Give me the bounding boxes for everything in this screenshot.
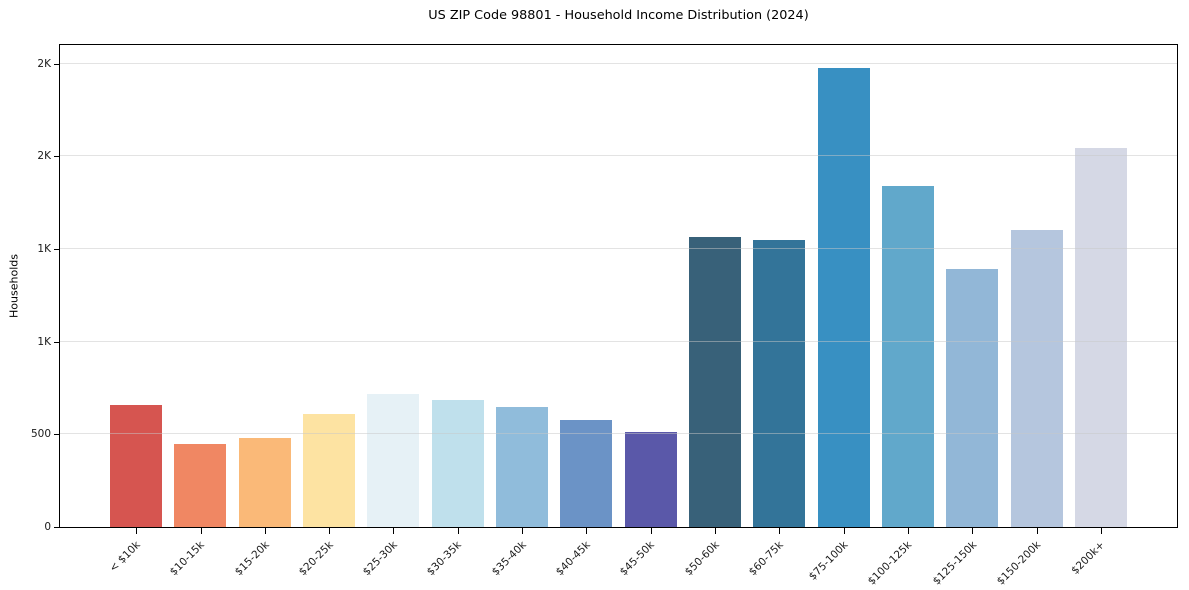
y-tick-label: 500 <box>30 428 51 441</box>
x-tick-mark <box>650 528 652 534</box>
x-tick-mark <box>457 528 459 534</box>
y-tick-mark <box>54 527 59 528</box>
plot-area <box>59 44 1178 528</box>
bar-$125-150k <box>946 269 999 527</box>
y-tick-mark <box>54 63 59 65</box>
y-tick-mark <box>54 248 59 250</box>
bar-$25-30k <box>367 394 420 527</box>
y-tick-mark <box>54 156 59 158</box>
y-tick-label: 1K <box>37 335 51 348</box>
bar-$50-60k <box>688 236 741 527</box>
bar-$10-15k <box>174 443 227 527</box>
y-axis-title: Households <box>7 254 21 318</box>
bar-$45-50k <box>624 431 677 527</box>
bar-$150-200k <box>1010 230 1063 527</box>
y-tick-label: 1K <box>37 242 51 255</box>
x-tick-mark <box>715 528 716 534</box>
gridline-1000 <box>60 340 1177 342</box>
bar-$15-20k <box>238 438 291 527</box>
chart-title: US ZIP Code 98801 - Household Income Dis… <box>428 8 809 23</box>
bar-$35-40k <box>496 407 549 527</box>
gridline-500 <box>60 433 1177 435</box>
x-tick-mark <box>586 528 588 534</box>
bar-$40-45k <box>560 420 613 527</box>
y-tick-label: 2K <box>37 57 51 70</box>
x-tick-mark <box>200 528 202 534</box>
y-tick-mark <box>54 434 59 436</box>
x-tick-mark <box>264 528 266 534</box>
bar-$20-25k <box>303 413 356 527</box>
bar-$200k+ <box>1074 147 1127 527</box>
gridline-1500 <box>60 247 1177 249</box>
x-tick-mark <box>779 528 781 534</box>
x-tick-mark <box>1036 528 1038 534</box>
x-tick-mark <box>329 528 331 534</box>
x-tick-mark <box>972 528 974 534</box>
x-tick-mark <box>522 528 523 534</box>
y-tick-mark <box>54 341 59 343</box>
x-tick-mark <box>907 528 909 534</box>
x-tick-mark <box>393 528 395 534</box>
bar-< $10k <box>110 404 163 527</box>
gridline-2500 <box>60 62 1177 64</box>
bar-$30-35k <box>431 400 484 527</box>
x-tick-mark <box>1100 528 1102 534</box>
bar-$60-75k <box>753 239 806 527</box>
bar-$75-100k <box>817 68 870 527</box>
gridline-2000 <box>60 155 1177 157</box>
x-tick-mark <box>843 528 845 534</box>
y-tick-label: 0 <box>44 521 51 533</box>
x-tick-mark <box>136 528 138 534</box>
bar-$100-125k <box>881 185 934 527</box>
y-tick-label: 2K <box>37 150 51 163</box>
